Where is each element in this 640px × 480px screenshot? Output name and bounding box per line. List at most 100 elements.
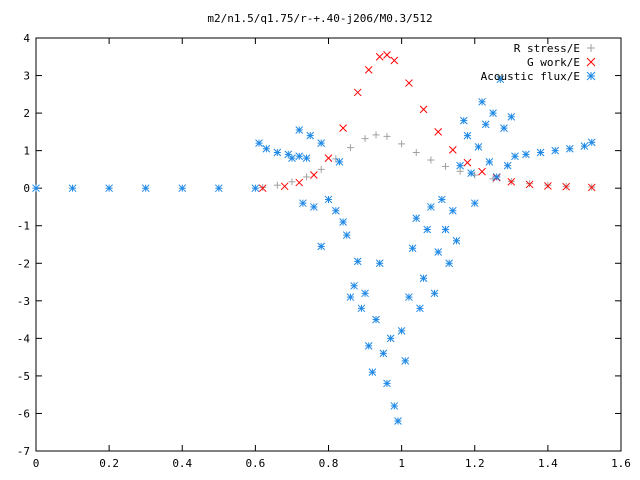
plot-frame [35, 37, 622, 452]
data-point [467, 169, 475, 178]
data-point [295, 152, 304, 161]
data-point [507, 112, 516, 121]
data-point [390, 56, 399, 65]
data-point [463, 158, 472, 167]
axes: 0 0.2 0.4 0.6 0.8 1 1.2 1.4 1.6 4 3 2 1 0 -1 -2 -3 -4 -5 -6… [17, 32, 631, 470]
data-point [427, 156, 435, 164]
data-point [485, 158, 494, 166]
data-point [456, 161, 464, 170]
data-point [562, 182, 571, 191]
data-point [273, 148, 282, 157]
data-point [255, 139, 263, 147]
data-point [503, 161, 512, 170]
data-point [258, 184, 267, 193]
data-point [383, 51, 391, 59]
data-point [32, 184, 40, 193]
data-point [379, 349, 388, 358]
data-point [489, 109, 497, 117]
data-point [526, 180, 534, 188]
data-point [390, 402, 399, 410]
x-tick-label: 1.4 [538, 457, 558, 470]
data-point [357, 304, 366, 313]
data-point [500, 124, 508, 132]
data-point [335, 158, 344, 166]
data-point [368, 368, 377, 377]
data-point [419, 105, 428, 114]
data-point [259, 183, 267, 191]
legend-marker [586, 71, 596, 81]
data-point [405, 79, 413, 87]
data-point [68, 184, 77, 193]
data-point [303, 173, 311, 181]
data-point [551, 146, 560, 155]
data-point [423, 225, 432, 234]
x-tick-label: 0.8 [319, 457, 339, 470]
data-marks [32, 51, 596, 425]
x-tick-label: 0.2 [99, 457, 119, 470]
data-point [474, 143, 483, 151]
series-2 [32, 75, 596, 425]
data-point [280, 182, 289, 191]
x-tick-label: 1.6 [611, 457, 631, 470]
data-point [580, 142, 589, 150]
data-point [544, 181, 552, 189]
data-point [437, 195, 446, 204]
data-point [544, 182, 552, 190]
y-tick-label: -1 [17, 220, 30, 233]
data-point [288, 178, 296, 186]
data-point [339, 124, 347, 132]
data-point [401, 357, 410, 365]
data-point [317, 139, 326, 147]
data-point [481, 120, 490, 129]
data-point [383, 132, 391, 140]
data-point [394, 417, 402, 425]
data-point [398, 140, 406, 148]
y-tick-label: 3 [23, 70, 30, 83]
data-point [353, 88, 362, 97]
data-point [536, 148, 545, 157]
data-point [587, 138, 596, 147]
chart-title: m2/n1.5/q1.75/r-+.40-j206/M0.3/512 [207, 12, 432, 25]
x-tick-label: 1.2 [465, 457, 485, 470]
x-tick-label: 0 [33, 457, 40, 470]
data-point [273, 181, 281, 189]
legend-marker [587, 44, 595, 52]
data-point [375, 259, 384, 268]
legend-label: G work/E [527, 56, 580, 69]
data-point [397, 327, 406, 335]
data-point [284, 150, 293, 159]
data-point [364, 66, 373, 74]
legend-label: R stress/E [514, 42, 580, 55]
data-point [302, 154, 311, 162]
y-tick-label: 0 [23, 182, 30, 195]
data-point [372, 315, 380, 324]
data-point [310, 203, 318, 211]
data-point [427, 203, 435, 211]
data-point [299, 199, 307, 208]
data-point [361, 135, 369, 143]
data-point [364, 342, 373, 350]
data-point [375, 52, 384, 61]
y-tick-label: 2 [23, 107, 30, 120]
data-point [105, 184, 113, 193]
data-point [434, 248, 443, 256]
x-tick-label: 1 [398, 457, 405, 470]
data-point [178, 184, 187, 193]
series-1 [258, 51, 596, 193]
data-point [430, 289, 439, 298]
data-point [386, 334, 395, 343]
data-point [507, 177, 516, 186]
data-point [448, 146, 457, 154]
data-point [459, 116, 468, 125]
data-point [565, 144, 574, 153]
data-point [412, 149, 420, 157]
data-point [522, 150, 530, 159]
data-point [214, 184, 223, 193]
y-tick-label: -2 [17, 257, 30, 270]
legend-marker [586, 57, 596, 67]
data-point [412, 214, 421, 223]
data-point [442, 162, 449, 170]
data-point [416, 304, 424, 313]
